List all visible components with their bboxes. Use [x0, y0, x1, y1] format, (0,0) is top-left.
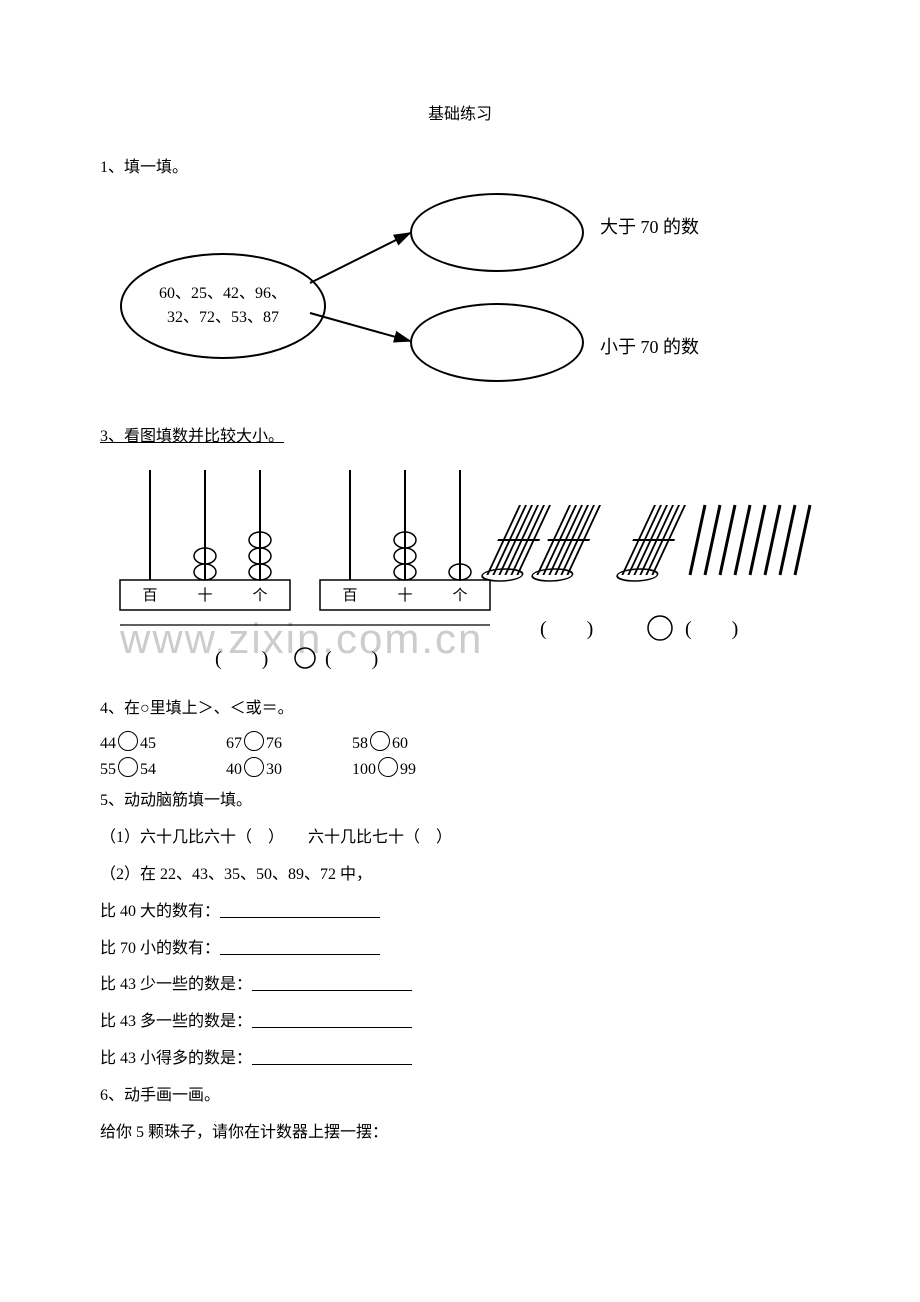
q1-prompt: 1、填一填。: [100, 154, 820, 183]
q4-cell: 5554: [100, 757, 156, 779]
q4-cell: 6776: [226, 731, 282, 753]
blank-line: [220, 938, 380, 955]
bundle-2: [529, 505, 606, 581]
blank-line: [220, 901, 380, 918]
svg-text:( ): ( ): [325, 648, 378, 670]
q6-sub: 给你 5 颗珠子，请你在计数器上摆一摆：: [100, 1119, 820, 1148]
q5-l1: 比 40 大的数有：: [100, 898, 820, 927]
svg-text:( ): ( ): [215, 648, 268, 670]
svg-text:十: 十: [397, 587, 412, 604]
q5-l4: 比 43 多一些的数是：: [100, 1008, 820, 1037]
q3-figure: 百 十 个 百 十 个: [100, 460, 820, 685]
q5-sub1: （1）六十几比六十（ ） 六十几比七十（ ）: [100, 824, 820, 853]
q4-cell: 5860: [352, 731, 408, 753]
blank-line: [252, 1011, 412, 1028]
q5-l3: 比 43 少一些的数是：: [100, 971, 820, 1000]
worksheet-page: 基础练习 1、填一填。 60、25、42、96、 32、72、53、87 大于 …: [0, 0, 920, 1205]
q1-diagram: 60、25、42、96、 32、72、53、87 大于 70 的数 小于 70 …: [100, 193, 740, 393]
q5-prompt: 5、动动脑筋填一填。: [100, 787, 820, 816]
q4-cell: 4445: [100, 731, 156, 753]
svg-text:个: 个: [252, 587, 267, 604]
q1-arrows: [100, 193, 740, 393]
svg-text:( ): ( ): [540, 618, 593, 640]
q6-prompt: 6、动手画一画。: [100, 1082, 820, 1111]
q4-cell: 4030: [226, 757, 282, 779]
blank-line: [252, 1048, 412, 1065]
sticks: [690, 505, 810, 575]
svg-text:个: 个: [452, 587, 467, 604]
svg-text:百: 百: [142, 588, 157, 604]
q4-row1: 4445 6776 5860: [100, 731, 820, 753]
q5-l2: 比 70 小的数有：: [100, 935, 820, 964]
svg-text:十: 十: [197, 587, 212, 604]
q4-cell: 10099: [352, 757, 416, 779]
blank-line: [252, 974, 412, 991]
svg-text:( ): ( ): [685, 618, 738, 640]
q4-row2: 5554 4030 10099: [100, 757, 820, 779]
svg-text:百: 百: [342, 588, 357, 604]
q5-sub2: （2）在 22、43、35、50、89、72 中，: [100, 861, 820, 890]
q5-l5: 比 43 小得多的数是：: [100, 1045, 820, 1074]
bundle-3: [614, 505, 691, 581]
page-title: 基础练习: [100, 100, 820, 124]
q4-prompt: 4、在○里填上＞、＜或＝。: [100, 695, 820, 724]
q3-prompt: 3、看图填数并比较大小。: [100, 423, 820, 452]
